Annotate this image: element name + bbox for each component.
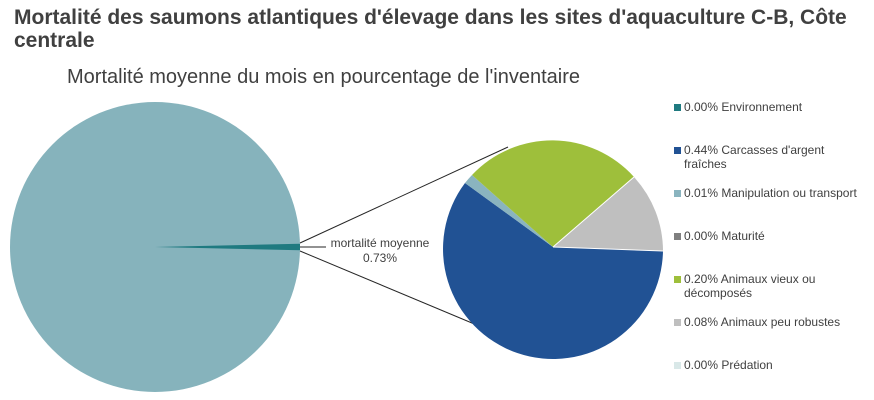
- secondary-slice-carcasses: [443, 183, 663, 359]
- legend-swatch-icon: [674, 362, 681, 369]
- legend-label: 0.44% Carcasses d'argent fraîches: [684, 143, 825, 171]
- legend-swatch-icon: [674, 147, 681, 154]
- legend-swatch-icon: [674, 190, 681, 197]
- legend-swatch-icon: [674, 104, 681, 111]
- callout-value: 0.73%: [362, 251, 398, 265]
- chart-title: Mortalité des saumons atlantiques d'élev…: [14, 6, 847, 52]
- legend-label: 0.08% Animaux peu robustes: [684, 315, 841, 329]
- legend-item-maturite: 0.00% Maturité: [674, 229, 874, 243]
- mortality-callout: mortalité moyenne 0.73%: [330, 236, 430, 266]
- connector-line-top: [299, 146, 509, 244]
- legend-item-carcasses: 0.44% Carcasses d'argent fraîches: [674, 143, 859, 171]
- legend-swatch-icon: [674, 319, 681, 326]
- legend-label: 0.00% Maturité: [684, 229, 765, 243]
- main-pie-mortality-slice: [155, 243, 300, 251]
- legend-item-environnement: 0.00% Environnement: [674, 100, 874, 114]
- legend-swatch-icon: [674, 233, 681, 240]
- legend-item-predation: 0.00% Prédation: [674, 358, 874, 372]
- legend-label: 0.00% Prédation: [684, 358, 773, 372]
- secondary-slice-manipulation: [465, 175, 553, 247]
- slice-divider: [552, 176, 635, 248]
- secondary-slice-animaux-vieux: [472, 140, 634, 247]
- legend-label: 0.01% Manipulation ou transport: [684, 186, 857, 200]
- legend-label: 0.00% Environnement: [684, 100, 803, 114]
- legend-label: 0.20% Animaux vieux ou décomposés: [684, 272, 816, 300]
- callout-label: mortalité moyenne: [330, 236, 430, 250]
- legend-item-manipulation: 0.01% Manipulation ou transport: [674, 186, 874, 200]
- chart-subtitle: Mortalité moyenne du mois en pourcentage…: [67, 66, 581, 88]
- connector-line-bottom: [299, 250, 504, 337]
- legend-item-animaux-vieux: 0.20% Animaux vieux ou décomposés: [674, 272, 844, 300]
- slice-divider: [552, 246, 664, 252]
- legend-swatch-icon: [674, 276, 681, 283]
- secondary-slice-animaux-peu-robustes: [553, 177, 663, 251]
- legend-item-animaux-peu-robustes: 0.08% Animaux peu robustes: [674, 315, 874, 329]
